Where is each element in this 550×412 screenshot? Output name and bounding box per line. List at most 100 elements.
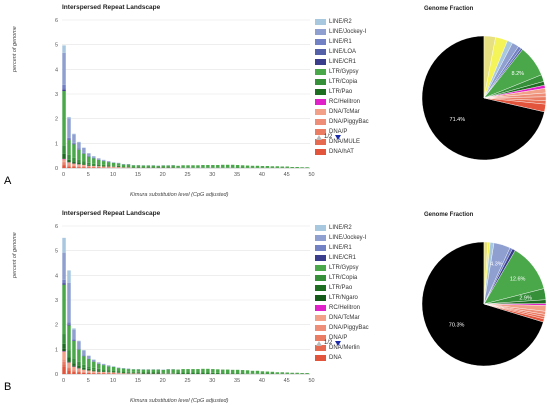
- bar-segment[interactable]: [62, 348, 66, 352]
- bar-segment[interactable]: [92, 165, 96, 167]
- bar-segment[interactable]: [211, 369, 215, 373]
- legend-item[interactable]: LTR/Gypsy: [315, 67, 369, 77]
- bar-segment[interactable]: [67, 357, 71, 362]
- bar-segment[interactable]: [136, 371, 141, 373]
- bar-segment[interactable]: [97, 373, 101, 374]
- prev-page-icon[interactable]: [316, 134, 322, 140]
- bar-segment[interactable]: [92, 371, 96, 373]
- bar-segment[interactable]: [67, 370, 71, 374]
- bar-segment[interactable]: [62, 164, 66, 166]
- bar-segment[interactable]: [116, 371, 121, 373]
- bar-segment[interactable]: [300, 167, 304, 168]
- bar-segment[interactable]: [67, 116, 71, 119]
- bar-segment[interactable]: [62, 159, 66, 162]
- legend-item[interactable]: LINE/CR1: [315, 253, 369, 263]
- bar-segment[interactable]: [97, 368, 101, 371]
- bar-segment[interactable]: [72, 161, 76, 164]
- bar-segment[interactable]: [77, 142, 81, 149]
- bar-segment[interactable]: [92, 373, 96, 374]
- bar-segment[interactable]: [77, 164, 81, 166]
- legend-item[interactable]: LINE/R2: [315, 17, 369, 27]
- bar-segment[interactable]: [255, 370, 260, 374]
- legend-item[interactable]: LTR/Copia: [315, 273, 369, 283]
- bar-segment[interactable]: [62, 165, 66, 168]
- bar-segment[interactable]: [82, 367, 86, 370]
- bar-segment[interactable]: [225, 164, 230, 168]
- bar-segment[interactable]: [111, 162, 116, 166]
- bar-segment[interactable]: [181, 369, 185, 373]
- bar-segment[interactable]: [305, 373, 309, 374]
- bar-segment[interactable]: [146, 372, 151, 374]
- bar-segment[interactable]: [87, 358, 91, 367]
- bar-segment[interactable]: [101, 164, 106, 167]
- bar-segment[interactable]: [62, 279, 66, 284]
- bar-segment[interactable]: [136, 165, 141, 168]
- bar-segment[interactable]: [62, 366, 66, 374]
- legend-item[interactable]: DNA/PiggyBac: [315, 117, 369, 127]
- legend-pager[interactable]: 1/2: [316, 134, 342, 140]
- legend-item[interactable]: LTR/Gypsy: [315, 263, 369, 273]
- bar-segment[interactable]: [230, 164, 235, 168]
- bar-segment[interactable]: [67, 162, 71, 165]
- bar-segment[interactable]: [72, 372, 76, 374]
- bar-segment[interactable]: [166, 369, 170, 373]
- bar-segment[interactable]: [166, 165, 170, 168]
- bar-segment[interactable]: [196, 369, 200, 373]
- bar-segment[interactable]: [72, 369, 76, 371]
- bar-segment[interactable]: [72, 371, 76, 373]
- bar-segment[interactable]: [106, 165, 111, 167]
- bar-segment[interactable]: [92, 156, 96, 158]
- bar-segment[interactable]: [121, 166, 126, 168]
- bar-segment[interactable]: [101, 159, 106, 161]
- bar-segment[interactable]: [121, 164, 126, 167]
- legend-item[interactable]: DNA/P: [315, 127, 369, 137]
- bar-segment[interactable]: [181, 372, 185, 374]
- bar-segment[interactable]: [250, 370, 255, 374]
- bar-segment[interactable]: [225, 373, 230, 374]
- bar-segment[interactable]: [295, 372, 299, 374]
- bar-segment[interactable]: [72, 366, 76, 370]
- bar-segment[interactable]: [111, 370, 116, 372]
- bar-segment[interactable]: [201, 368, 205, 373]
- bar-segment[interactable]: [295, 167, 299, 168]
- bar-segment[interactable]: [126, 164, 131, 167]
- bar-segment[interactable]: [72, 163, 76, 166]
- bar-segment[interactable]: [131, 371, 136, 373]
- bar-segment[interactable]: [235, 373, 240, 374]
- bar-segment[interactable]: [156, 372, 161, 374]
- bar-segment[interactable]: [166, 372, 170, 374]
- bar-segment[interactable]: [245, 165, 250, 168]
- bar-segment[interactable]: [111, 366, 116, 371]
- bar-segment[interactable]: [62, 91, 66, 146]
- bar-segment[interactable]: [141, 165, 146, 168]
- legend-item[interactable]: LTR/Pao: [315, 87, 369, 97]
- bar-segment[interactable]: [176, 372, 180, 374]
- bar-segment[interactable]: [106, 371, 111, 373]
- bar-segment[interactable]: [72, 358, 76, 364]
- bar-segment[interactable]: [82, 153, 86, 162]
- prev-page-icon[interactable]: [316, 340, 322, 346]
- bar-segment[interactable]: [62, 161, 66, 164]
- bar-segment[interactable]: [275, 372, 280, 374]
- bar-segment[interactable]: [106, 161, 111, 162]
- bar-segment[interactable]: [280, 166, 285, 168]
- bar-segment[interactable]: [62, 252, 66, 280]
- bar-segment[interactable]: [131, 369, 136, 372]
- bar-segment[interactable]: [92, 367, 96, 370]
- bar-segment[interactable]: [106, 365, 111, 367]
- bar-segment[interactable]: [101, 369, 106, 372]
- bar-segment[interactable]: [176, 369, 180, 373]
- legend-item[interactable]: DNA/TcMar: [315, 313, 369, 323]
- bar-segment[interactable]: [211, 372, 215, 374]
- bar-segment[interactable]: [235, 165, 240, 168]
- bar-segment[interactable]: [206, 372, 210, 374]
- bar-segment[interactable]: [171, 165, 175, 168]
- bar-segment[interactable]: [62, 52, 66, 85]
- bar-segment[interactable]: [82, 163, 86, 165]
- bar-segment[interactable]: [186, 372, 190, 374]
- legend-pager[interactable]: 1/2: [316, 340, 342, 346]
- bar-segment[interactable]: [82, 356, 86, 365]
- bar-segment[interactable]: [67, 166, 71, 168]
- bar-segment[interactable]: [82, 372, 86, 374]
- bar-segment[interactable]: [131, 165, 136, 168]
